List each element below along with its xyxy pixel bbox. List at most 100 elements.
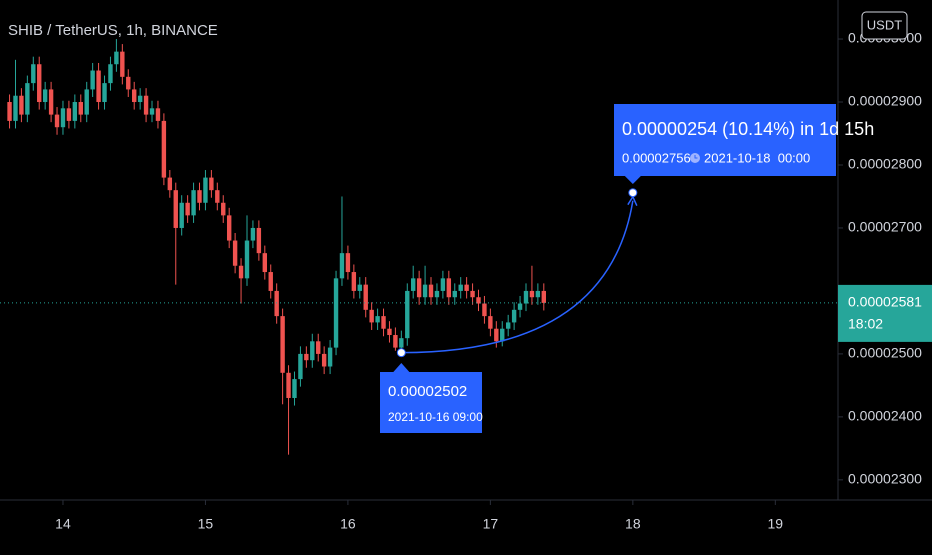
candle-body — [304, 353, 309, 361]
candle-body — [316, 341, 321, 354]
x-tick-label: 16 — [340, 516, 356, 532]
candles — [7, 39, 547, 455]
candle-body — [494, 328, 499, 342]
candle-body — [464, 284, 469, 291]
candle-body — [470, 290, 475, 298]
candle-body — [143, 95, 149, 115]
measure-start-time: 2021-10-16 09:00 — [388, 410, 483, 424]
candle-body — [523, 290, 529, 304]
candle-body — [369, 309, 374, 323]
candle-body — [274, 290, 279, 317]
candle-body — [114, 51, 119, 65]
candle-body — [482, 303, 487, 317]
candle-body — [298, 353, 303, 380]
candle-body — [452, 290, 457, 298]
candle-body — [197, 190, 202, 203]
candle-body — [292, 379, 297, 398]
candle-body — [108, 64, 113, 84]
candle-body — [517, 303, 523, 310]
candle-body — [381, 316, 386, 329]
candle-body — [244, 240, 250, 279]
candle-body — [428, 284, 434, 298]
candle-body — [268, 272, 273, 291]
candle-body — [78, 102, 83, 115]
candle-body — [72, 102, 78, 121]
candle-body — [256, 227, 262, 254]
last-price-box — [838, 284, 932, 342]
candle-body — [321, 353, 327, 367]
candle-body — [149, 108, 155, 115]
candle-body — [405, 290, 410, 339]
candle-body — [167, 177, 173, 191]
candle-body — [126, 76, 131, 90]
candle-body — [345, 253, 351, 273]
overlay: 0.00002581 18:02 0.00000254 (10.14%) in 1d… — [0, 104, 932, 433]
candle-body — [215, 190, 220, 203]
candle-body — [393, 335, 398, 348]
candle-body — [363, 284, 368, 310]
candle-body — [280, 316, 285, 373]
candle-body — [90, 70, 95, 90]
candle-body — [226, 215, 232, 241]
candle-body — [173, 190, 178, 228]
measure-start-price: 0.00002502 — [388, 383, 467, 400]
currency-button[interactable]: USDT — [861, 11, 908, 40]
measure-curve — [401, 200, 634, 354]
candle-body — [357, 284, 362, 291]
last-price-countdown: 18:02 — [848, 316, 883, 332]
candle-body — [232, 240, 238, 266]
candle-body — [66, 108, 72, 121]
currency-label[interactable]: USDT — [867, 17, 902, 32]
measure-end-price: 0.00002756 — [622, 150, 691, 165]
x-tick-label: 17 — [483, 516, 499, 532]
candle-body — [132, 89, 137, 103]
candle-body — [440, 278, 446, 291]
candle-body — [422, 284, 428, 298]
candle-body — [500, 328, 505, 342]
candle-body — [238, 265, 244, 279]
candle-body — [262, 253, 268, 273]
candle-body — [7, 102, 12, 121]
candle-body — [250, 227, 256, 241]
candle-body — [54, 114, 60, 128]
candle-body — [137, 95, 143, 103]
x-tick-label: 18 — [625, 516, 641, 532]
candle-body — [221, 202, 226, 216]
candle-body — [84, 89, 89, 115]
candle-body — [333, 278, 339, 348]
candle-body — [120, 51, 125, 77]
candle-body — [209, 177, 214, 191]
candle-body — [387, 328, 392, 336]
candle-body — [458, 284, 463, 291]
candle-body — [191, 190, 196, 216]
candle-body — [541, 290, 547, 303]
candle-body — [327, 347, 333, 367]
measure-summary: 0.00000254 (10.14%) in 1d 15h — [622, 119, 874, 139]
candle-body — [434, 290, 440, 298]
measure-start-point — [396, 348, 406, 358]
candle-body — [535, 290, 541, 298]
candle-body — [529, 290, 535, 298]
x-tick-label: 15 — [198, 516, 214, 532]
candle-body — [31, 64, 36, 84]
y-tick-label: 0.00002400 — [848, 408, 922, 424]
candle-body — [488, 316, 493, 329]
candle-body — [351, 272, 357, 291]
candle-body — [416, 278, 422, 298]
x-tick-label: 14 — [55, 516, 71, 532]
candle-body — [339, 253, 345, 279]
last-price-label: 0.00002581 — [848, 294, 922, 310]
measure-end-time: 2021-10-18 00:00 — [704, 150, 810, 165]
y-tick-label: 0.00002800 — [848, 156, 922, 172]
candle-body — [446, 278, 452, 298]
candle-body — [411, 278, 416, 291]
candle-body — [476, 297, 481, 304]
measure-end-box — [614, 104, 836, 184]
currency-button-frame[interactable] — [861, 11, 908, 40]
candle-body — [399, 338, 404, 348]
clock-hands — [694, 155, 698, 159]
candle-body — [375, 316, 380, 323]
candle-body — [310, 341, 315, 361]
